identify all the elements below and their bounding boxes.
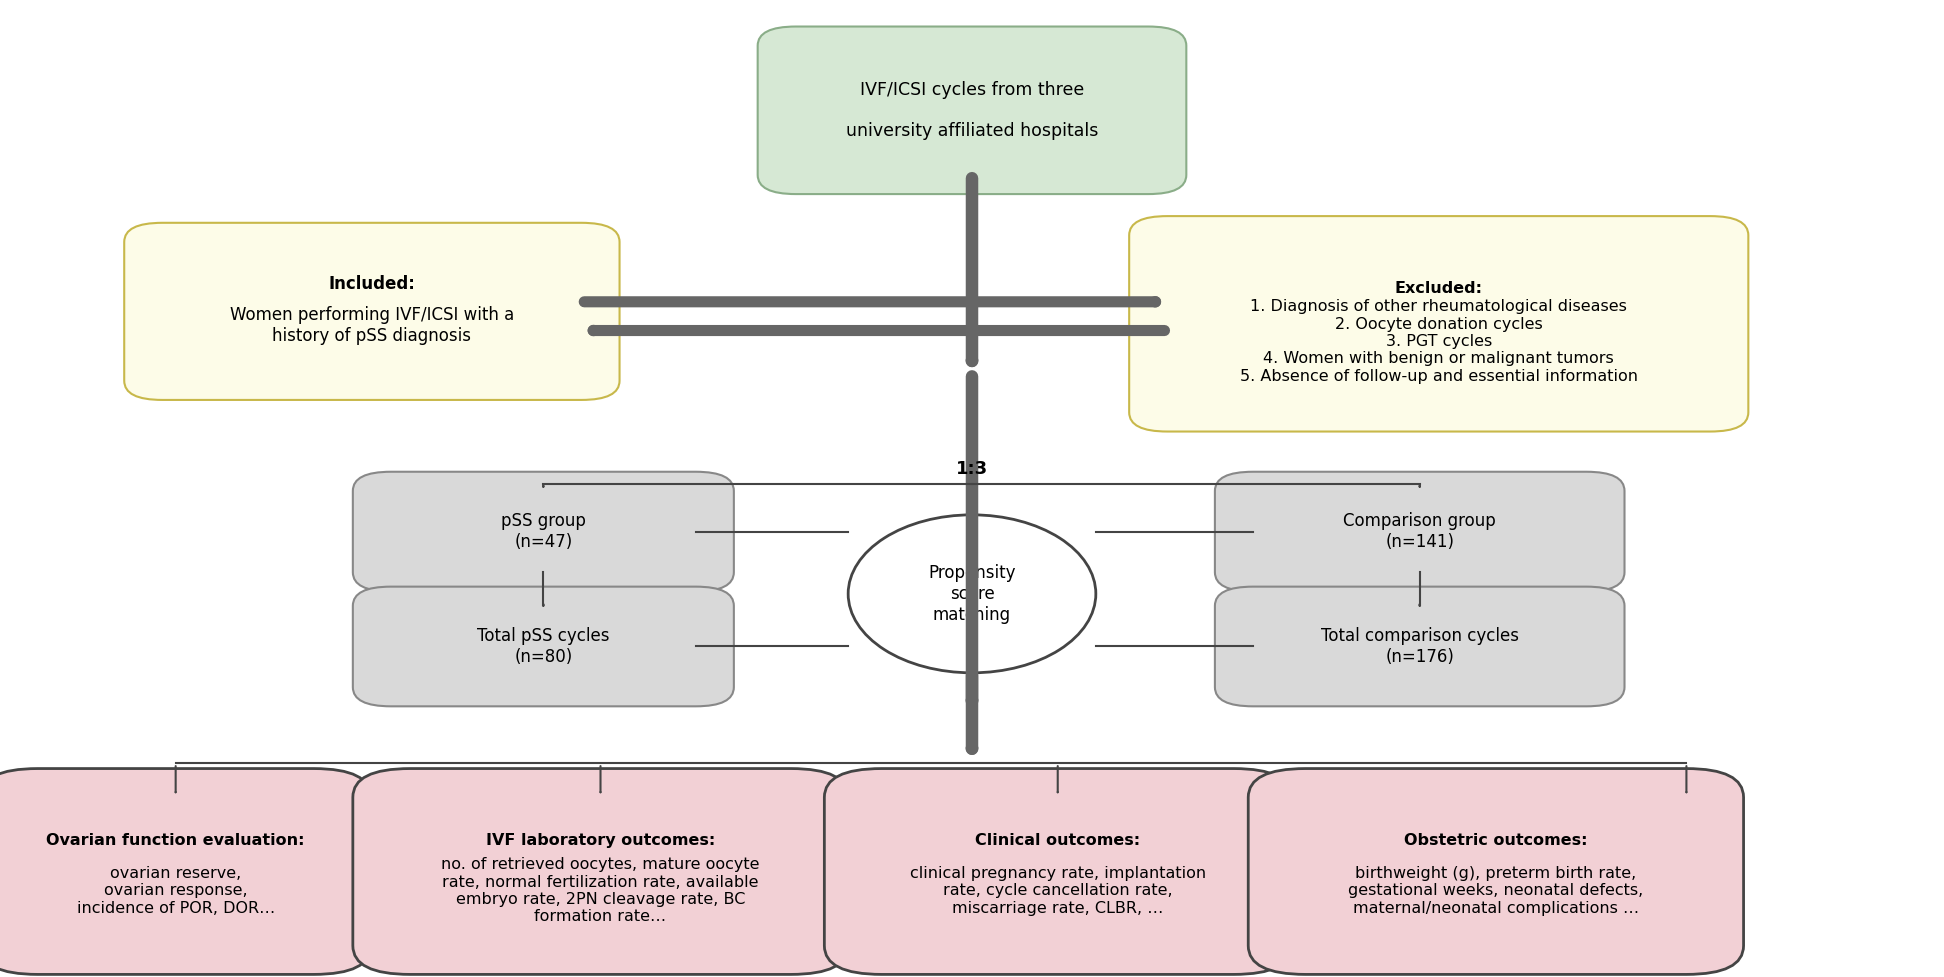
FancyBboxPatch shape <box>1215 472 1625 591</box>
Text: no. of retrieved oocytes, mature oocyte
rate, normal fertilization rate, availab: no. of retrieved oocytes, mature oocyte … <box>441 857 760 924</box>
Text: Propensity
score
matching: Propensity score matching <box>927 564 1017 623</box>
Ellipse shape <box>848 515 1096 673</box>
FancyBboxPatch shape <box>354 769 848 974</box>
Text: Clinical outcomes:: Clinical outcomes: <box>976 832 1141 848</box>
FancyBboxPatch shape <box>1215 586 1625 706</box>
Text: IVF laboratory outcomes:: IVF laboratory outcomes: <box>486 832 715 848</box>
Text: 1:3: 1:3 <box>956 460 988 479</box>
FancyBboxPatch shape <box>354 472 735 591</box>
Text: Included:: Included: <box>329 275 416 292</box>
Text: 1. Diagnosis of other rheumatological diseases
2. Oocyte donation cycles
3. PGT : 1. Diagnosis of other rheumatological di… <box>1240 299 1637 384</box>
Text: Total pSS cycles
(n=80): Total pSS cycles (n=80) <box>476 627 610 666</box>
FancyBboxPatch shape <box>1248 769 1744 974</box>
FancyBboxPatch shape <box>354 586 735 706</box>
Text: Ovarian function evaluation:: Ovarian function evaluation: <box>47 832 305 848</box>
FancyBboxPatch shape <box>124 223 620 400</box>
FancyBboxPatch shape <box>1129 216 1748 432</box>
FancyBboxPatch shape <box>0 769 371 974</box>
FancyBboxPatch shape <box>758 26 1186 194</box>
Text: pSS group
(n=47): pSS group (n=47) <box>502 512 585 551</box>
Text: ovarian reserve,
ovarian response,
incidence of POR, DOR…: ovarian reserve, ovarian response, incid… <box>76 866 274 915</box>
Text: clinical pregnancy rate, implantation
rate, cycle cancellation rate,
miscarriage: clinical pregnancy rate, implantation ra… <box>910 866 1205 915</box>
Text: Total comparison cycles
(n=176): Total comparison cycles (n=176) <box>1320 627 1518 666</box>
Text: Women performing IVF/ICSI with a
history of pSS diagnosis: Women performing IVF/ICSI with a history… <box>229 306 513 345</box>
Text: Comparison group
(n=141): Comparison group (n=141) <box>1343 512 1497 551</box>
Text: birthweight (g), preterm birth rate,
gestational weeks, neonatal defects,
matern: birthweight (g), preterm birth rate, ges… <box>1349 866 1643 915</box>
Text: IVF/ICSI cycles from three

university affiliated hospitals: IVF/ICSI cycles from three university af… <box>846 80 1098 140</box>
Text: Excluded:: Excluded: <box>1394 281 1483 296</box>
FancyBboxPatch shape <box>824 769 1291 974</box>
Text: Obstetric outcomes:: Obstetric outcomes: <box>1404 832 1588 848</box>
